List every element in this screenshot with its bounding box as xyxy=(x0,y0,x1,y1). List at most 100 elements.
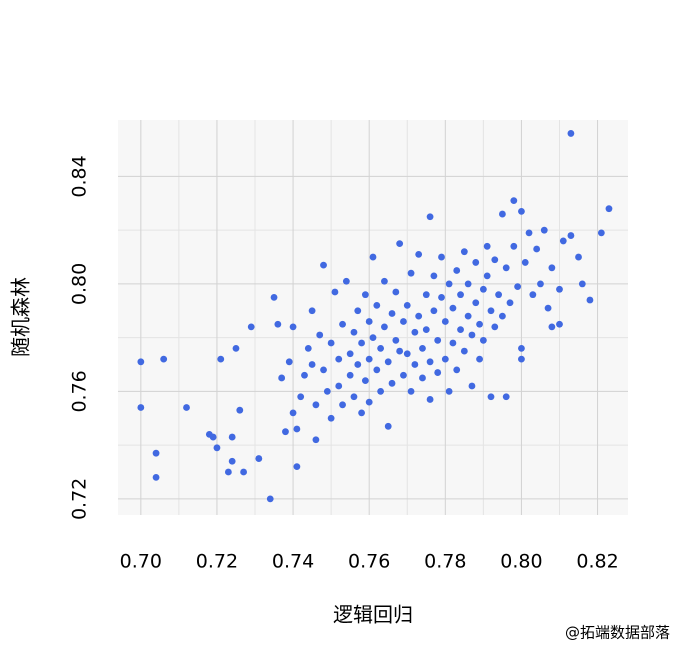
x-tick-label: 0.76 xyxy=(348,551,390,573)
point xyxy=(510,197,518,205)
point xyxy=(449,304,457,312)
point xyxy=(247,323,255,331)
point xyxy=(426,213,434,221)
point xyxy=(476,355,483,363)
point xyxy=(460,347,468,355)
point xyxy=(491,256,499,264)
point xyxy=(346,350,354,358)
point xyxy=(499,312,506,320)
watermark: @拓端数据部落 xyxy=(565,624,670,642)
point xyxy=(160,355,168,363)
point xyxy=(468,382,476,390)
point xyxy=(365,398,373,406)
point xyxy=(605,205,613,213)
point xyxy=(361,377,369,385)
point xyxy=(350,328,358,336)
point xyxy=(392,336,400,344)
point xyxy=(434,336,442,344)
point xyxy=(529,291,537,299)
point xyxy=(183,404,190,411)
point xyxy=(400,371,407,379)
point xyxy=(350,393,358,401)
point xyxy=(586,296,594,304)
point xyxy=(388,310,396,317)
point xyxy=(392,288,400,296)
point xyxy=(506,299,514,307)
point xyxy=(556,320,563,328)
point xyxy=(224,468,232,476)
point xyxy=(342,277,350,285)
point xyxy=(304,345,312,352)
point xyxy=(472,299,480,307)
point xyxy=(445,280,453,288)
point xyxy=(396,240,404,248)
point xyxy=(438,253,445,261)
point xyxy=(502,393,510,401)
point xyxy=(361,291,369,299)
point xyxy=(312,436,320,444)
point xyxy=(521,259,529,266)
point xyxy=(510,242,518,250)
point xyxy=(400,318,407,325)
point xyxy=(365,318,373,325)
point xyxy=(403,302,411,309)
point xyxy=(479,336,487,344)
point xyxy=(274,320,282,328)
point xyxy=(472,259,480,266)
point xyxy=(460,248,468,256)
point xyxy=(479,285,487,293)
point xyxy=(457,326,464,333)
point xyxy=(137,404,145,411)
point xyxy=(384,358,392,366)
point xyxy=(441,318,449,325)
point xyxy=(540,226,548,234)
point xyxy=(430,272,438,280)
point xyxy=(430,307,438,315)
point xyxy=(548,323,556,331)
point xyxy=(453,267,461,274)
point xyxy=(518,207,525,215)
point xyxy=(483,272,491,280)
point xyxy=(422,291,430,299)
x-tick-label: 0.82 xyxy=(576,551,618,573)
point xyxy=(419,374,426,382)
point xyxy=(213,444,221,452)
point xyxy=(464,280,472,288)
point xyxy=(533,245,541,253)
point xyxy=(323,387,331,395)
point xyxy=(365,355,373,363)
point xyxy=(419,345,426,352)
point xyxy=(320,366,327,374)
point xyxy=(232,345,240,352)
point xyxy=(339,320,346,328)
point xyxy=(556,285,563,293)
point xyxy=(426,396,434,403)
point xyxy=(445,387,453,395)
point xyxy=(335,355,343,363)
point xyxy=(240,468,247,476)
point xyxy=(152,449,160,457)
point xyxy=(525,229,533,237)
point xyxy=(358,409,365,417)
point xyxy=(415,250,423,258)
point xyxy=(434,369,442,376)
point xyxy=(137,358,145,366)
x-tick-label: 0.80 xyxy=(500,551,542,573)
point xyxy=(358,339,365,347)
point xyxy=(403,350,411,358)
point xyxy=(335,382,343,390)
point xyxy=(499,210,506,218)
point xyxy=(422,326,430,333)
y-tick-label: 0.80 xyxy=(69,263,91,305)
point xyxy=(327,414,335,422)
point xyxy=(464,312,472,320)
point xyxy=(308,307,316,315)
point xyxy=(369,253,377,261)
point xyxy=(384,422,392,430)
point xyxy=(354,361,362,368)
point xyxy=(285,358,293,366)
point xyxy=(266,495,274,503)
x-tick-label: 0.72 xyxy=(196,551,238,573)
x-tick-label: 0.70 xyxy=(120,551,162,573)
point xyxy=(407,387,415,395)
